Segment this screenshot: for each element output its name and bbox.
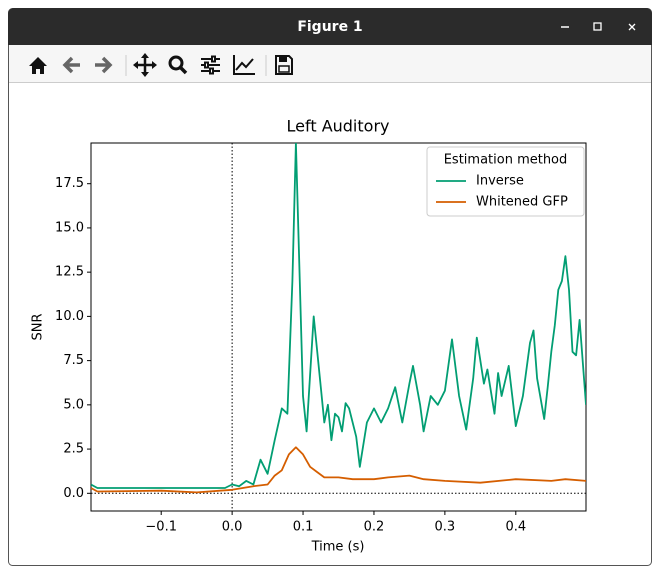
pan-button[interactable] bbox=[133, 53, 157, 77]
zoom-button[interactable] bbox=[168, 55, 188, 75]
title-bar bbox=[8, 8, 652, 45]
customize-button[interactable] bbox=[233, 55, 255, 75]
legend-box bbox=[426, 146, 585, 217]
y-tick-label: 15.0 bbox=[55, 220, 84, 235]
x-tick-label: 0.2 bbox=[364, 520, 385, 535]
window-title: Figure 1 bbox=[297, 19, 362, 35]
x-tick-label: −0.1 bbox=[145, 520, 177, 535]
x-tick-label: 0.3 bbox=[435, 520, 456, 535]
chart-title: Left Auditory bbox=[287, 117, 390, 136]
save-button[interactable] bbox=[275, 55, 293, 75]
x-tick-label: 0.4 bbox=[505, 520, 526, 535]
y-tick-label: 0.0 bbox=[63, 486, 84, 501]
y-tick-label: 5.0 bbox=[63, 397, 84, 412]
subplots-button[interactable] bbox=[201, 55, 220, 75]
home-button[interactable] bbox=[29, 57, 47, 74]
close-button[interactable] bbox=[628, 23, 636, 31]
x-tick-label: 0.1 bbox=[293, 520, 314, 535]
maximize-button[interactable] bbox=[593, 22, 602, 31]
y-tick-label: 10.0 bbox=[55, 309, 84, 324]
legend-label: Inverse bbox=[476, 174, 524, 189]
forward-button[interactable] bbox=[95, 56, 113, 74]
legend-title: Estimation method bbox=[444, 153, 568, 168]
x-tick-label: 0.0 bbox=[222, 520, 243, 535]
y-tick-label: 7.5 bbox=[63, 353, 84, 368]
y-tick-label: 12.5 bbox=[55, 265, 84, 280]
y-tick-label: 17.5 bbox=[55, 176, 84, 191]
series-line bbox=[91, 143, 586, 489]
x-axis-label: Time (s) bbox=[311, 540, 365, 555]
y-axis-label: SNR bbox=[31, 313, 46, 340]
series-line bbox=[91, 446, 586, 494]
back-button[interactable] bbox=[62, 56, 80, 74]
plot-area bbox=[91, 143, 586, 511]
toolbar bbox=[9, 45, 651, 82]
legend-label: Whitened GFP bbox=[476, 195, 568, 210]
y-tick-label: 2.5 bbox=[63, 442, 84, 457]
